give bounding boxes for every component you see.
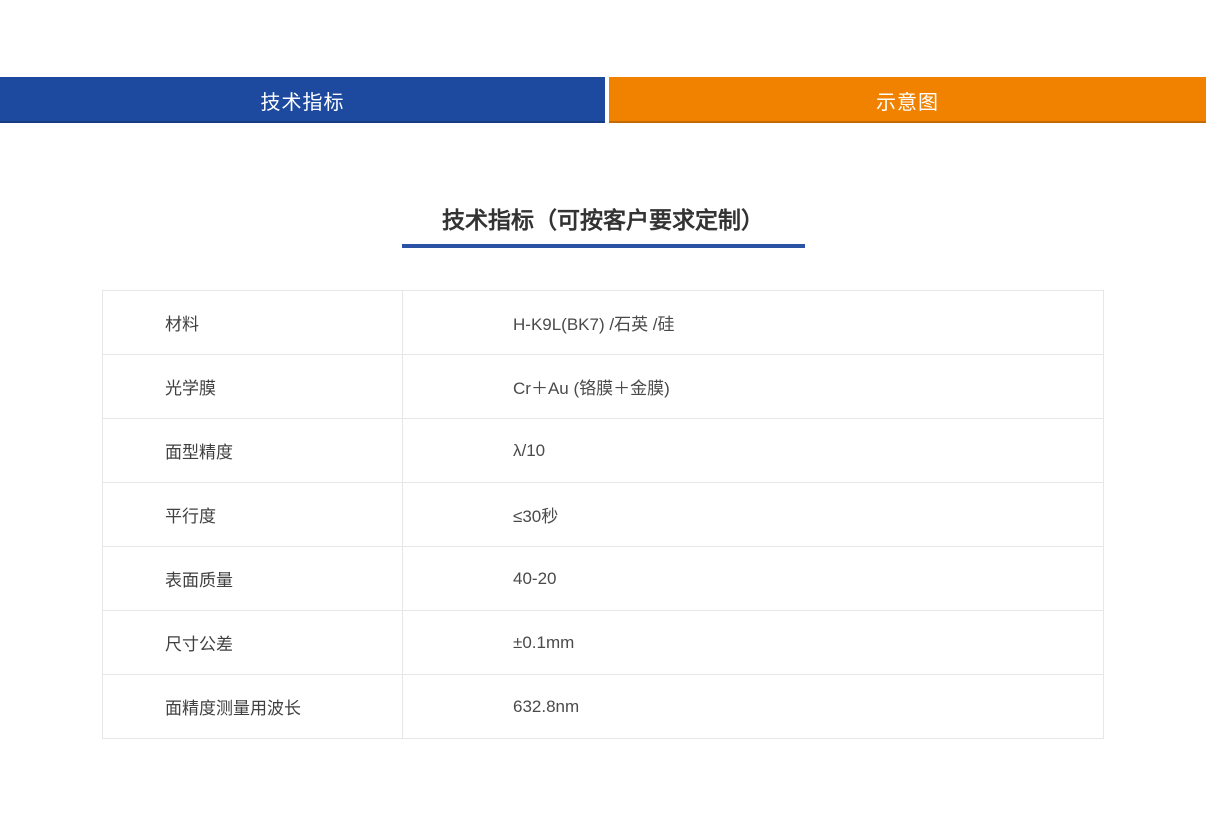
section-header: 技术指标（可按客户要求定制） [0, 205, 1206, 248]
row-label: 尺寸公差 [102, 610, 403, 675]
table-row: 平行度 ≤30秒 [102, 482, 1104, 547]
tab-schematic[interactable]: 示意图 [609, 77, 1206, 123]
row-value: 632.8nm [402, 674, 1104, 739]
tab-divider [605, 77, 609, 123]
spec-table: 材料 H-K9L(BK7) /石英 /硅 光学膜 Cr＋Au (铬膜＋金膜) 面… [102, 290, 1104, 739]
row-value: ≤30秒 [402, 482, 1104, 547]
row-value: Cr＋Au (铬膜＋金膜) [402, 354, 1104, 419]
row-label: 表面质量 [102, 546, 403, 611]
row-value: 40-20 [402, 546, 1104, 611]
page-title: 技术指标（可按客户要求定制） [442, 207, 764, 233]
row-label: 面精度测量用波长 [102, 674, 403, 739]
table-row: 面精度测量用波长 632.8nm [102, 674, 1104, 739]
tab-technical-specs[interactable]: 技术指标 [0, 77, 605, 123]
tab-technical-specs-label: 技术指标 [260, 91, 345, 114]
table-row: 光学膜 Cr＋Au (铬膜＋金膜) [102, 354, 1104, 419]
table-row: 尺寸公差 ±0.1mm [102, 610, 1104, 675]
row-value: ±0.1mm [402, 610, 1104, 675]
row-value: λ/10 [402, 418, 1104, 483]
table-row: 面型精度 λ/10 [102, 418, 1104, 483]
row-label: 材料 [102, 290, 403, 355]
tab-schematic-label: 示意图 [876, 91, 939, 114]
table-row: 材料 H-K9L(BK7) /石英 /硅 [102, 290, 1104, 355]
tab-bar: 技术指标 示意图 [0, 77, 1206, 123]
row-label: 光学膜 [102, 354, 403, 419]
row-label: 面型精度 [102, 418, 403, 483]
title-underline [401, 244, 805, 248]
row-value: H-K9L(BK7) /石英 /硅 [402, 290, 1104, 355]
row-label: 平行度 [102, 482, 403, 547]
table-row: 表面质量 40-20 [102, 546, 1104, 611]
